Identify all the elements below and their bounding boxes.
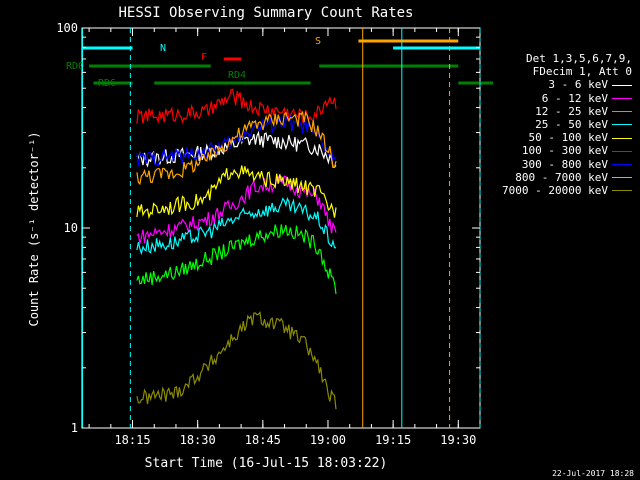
legend-entry: 100 - 300 keV [482, 144, 632, 157]
series-line-0 [136, 130, 337, 168]
x-axis-label: Start Time (16-Jul-15 18:03:22) [145, 456, 388, 471]
legend-header-1: Det 1,3,5,6,7,9, [526, 52, 632, 65]
series-line-5 [136, 88, 337, 126]
legend-swatch [612, 98, 632, 100]
legend-swatch [612, 190, 632, 192]
legend-swatch [612, 177, 632, 179]
legend-entry: 12 - 25 keV [482, 105, 632, 118]
series-line-2 [136, 224, 337, 295]
legend-label: 800 - 7000 keV [515, 170, 608, 184]
legend-entry: 50 - 100 keV [482, 131, 632, 144]
timestamp: 22-Jul-2017 18:28 [552, 469, 634, 478]
legend-label: 3 - 6 keV [548, 78, 608, 92]
series-line-7 [136, 110, 337, 186]
legend-entry: 6 - 12 keV [482, 92, 632, 105]
series-line-4 [136, 165, 337, 220]
legend-swatch [612, 124, 632, 126]
legend-swatch [612, 111, 632, 113]
chart-title: HESSI Observing Summary Count Rates [118, 5, 413, 21]
x-tick-label: 18:15 [114, 433, 150, 447]
rd4-label: RD4 [228, 70, 246, 81]
y-tick-label: 1 [71, 421, 78, 435]
legend-label: 25 - 50 keV [535, 117, 608, 131]
x-tick-label: 19:15 [375, 433, 411, 447]
axes: 18:15 18:30 18:45 19:00 19:15 19:30 1 10 100 [56, 21, 480, 447]
rd0-label: RD0 [66, 61, 84, 72]
legend-label: 100 - 300 keV [521, 144, 608, 158]
legend-label: 300 - 800 keV [521, 157, 608, 171]
legend-swatch [612, 137, 632, 139]
status-bars: N F S RD0 RD6 RD4 [66, 36, 494, 89]
night-label: N [160, 43, 166, 54]
x-tick-label: 18:30 [180, 433, 216, 447]
legend-entry: 300 - 800 keV [482, 158, 632, 171]
legend-label: 50 - 100 keV [528, 131, 608, 145]
saa-label: S [315, 36, 321, 47]
legend-label: 12 - 25 keV [535, 104, 608, 118]
y-tick-label: 100 [56, 21, 78, 35]
series-line-6 [136, 114, 337, 167]
legend-label: 7000 - 20000 keV [502, 183, 608, 197]
x-tick-label: 19:00 [310, 433, 346, 447]
series-line-8 [136, 311, 337, 410]
legend: Det 1,3,5,6,7,9, FDecim 1, Att 0 3 - 6 k… [482, 52, 632, 197]
x-tick-label: 19:30 [440, 433, 476, 447]
legend-entry: 800 - 7000 keV [482, 171, 632, 184]
flare-label: F [201, 52, 207, 63]
series-line-3 [136, 196, 337, 256]
y-tick-label: 10 [64, 221, 78, 235]
x-tick-label: 18:45 [245, 433, 281, 447]
legend-entry: 3 - 6 keV [482, 78, 632, 91]
series-group [136, 88, 337, 410]
legend-swatch [612, 164, 632, 166]
legend-swatch [612, 150, 632, 152]
y-axis-label: Count Rate (s⁻¹ detector⁻¹) [27, 131, 41, 326]
rd6-label: RD6 [98, 78, 116, 89]
legend-header-2: FDecim 1, Att 0 [532, 65, 632, 79]
legend-entry: 25 - 50 keV [482, 118, 632, 131]
legend-label: 6 - 12 keV [541, 91, 608, 105]
legend-entry: 7000 - 20000 keV [482, 184, 632, 197]
legend-swatch [612, 84, 632, 86]
